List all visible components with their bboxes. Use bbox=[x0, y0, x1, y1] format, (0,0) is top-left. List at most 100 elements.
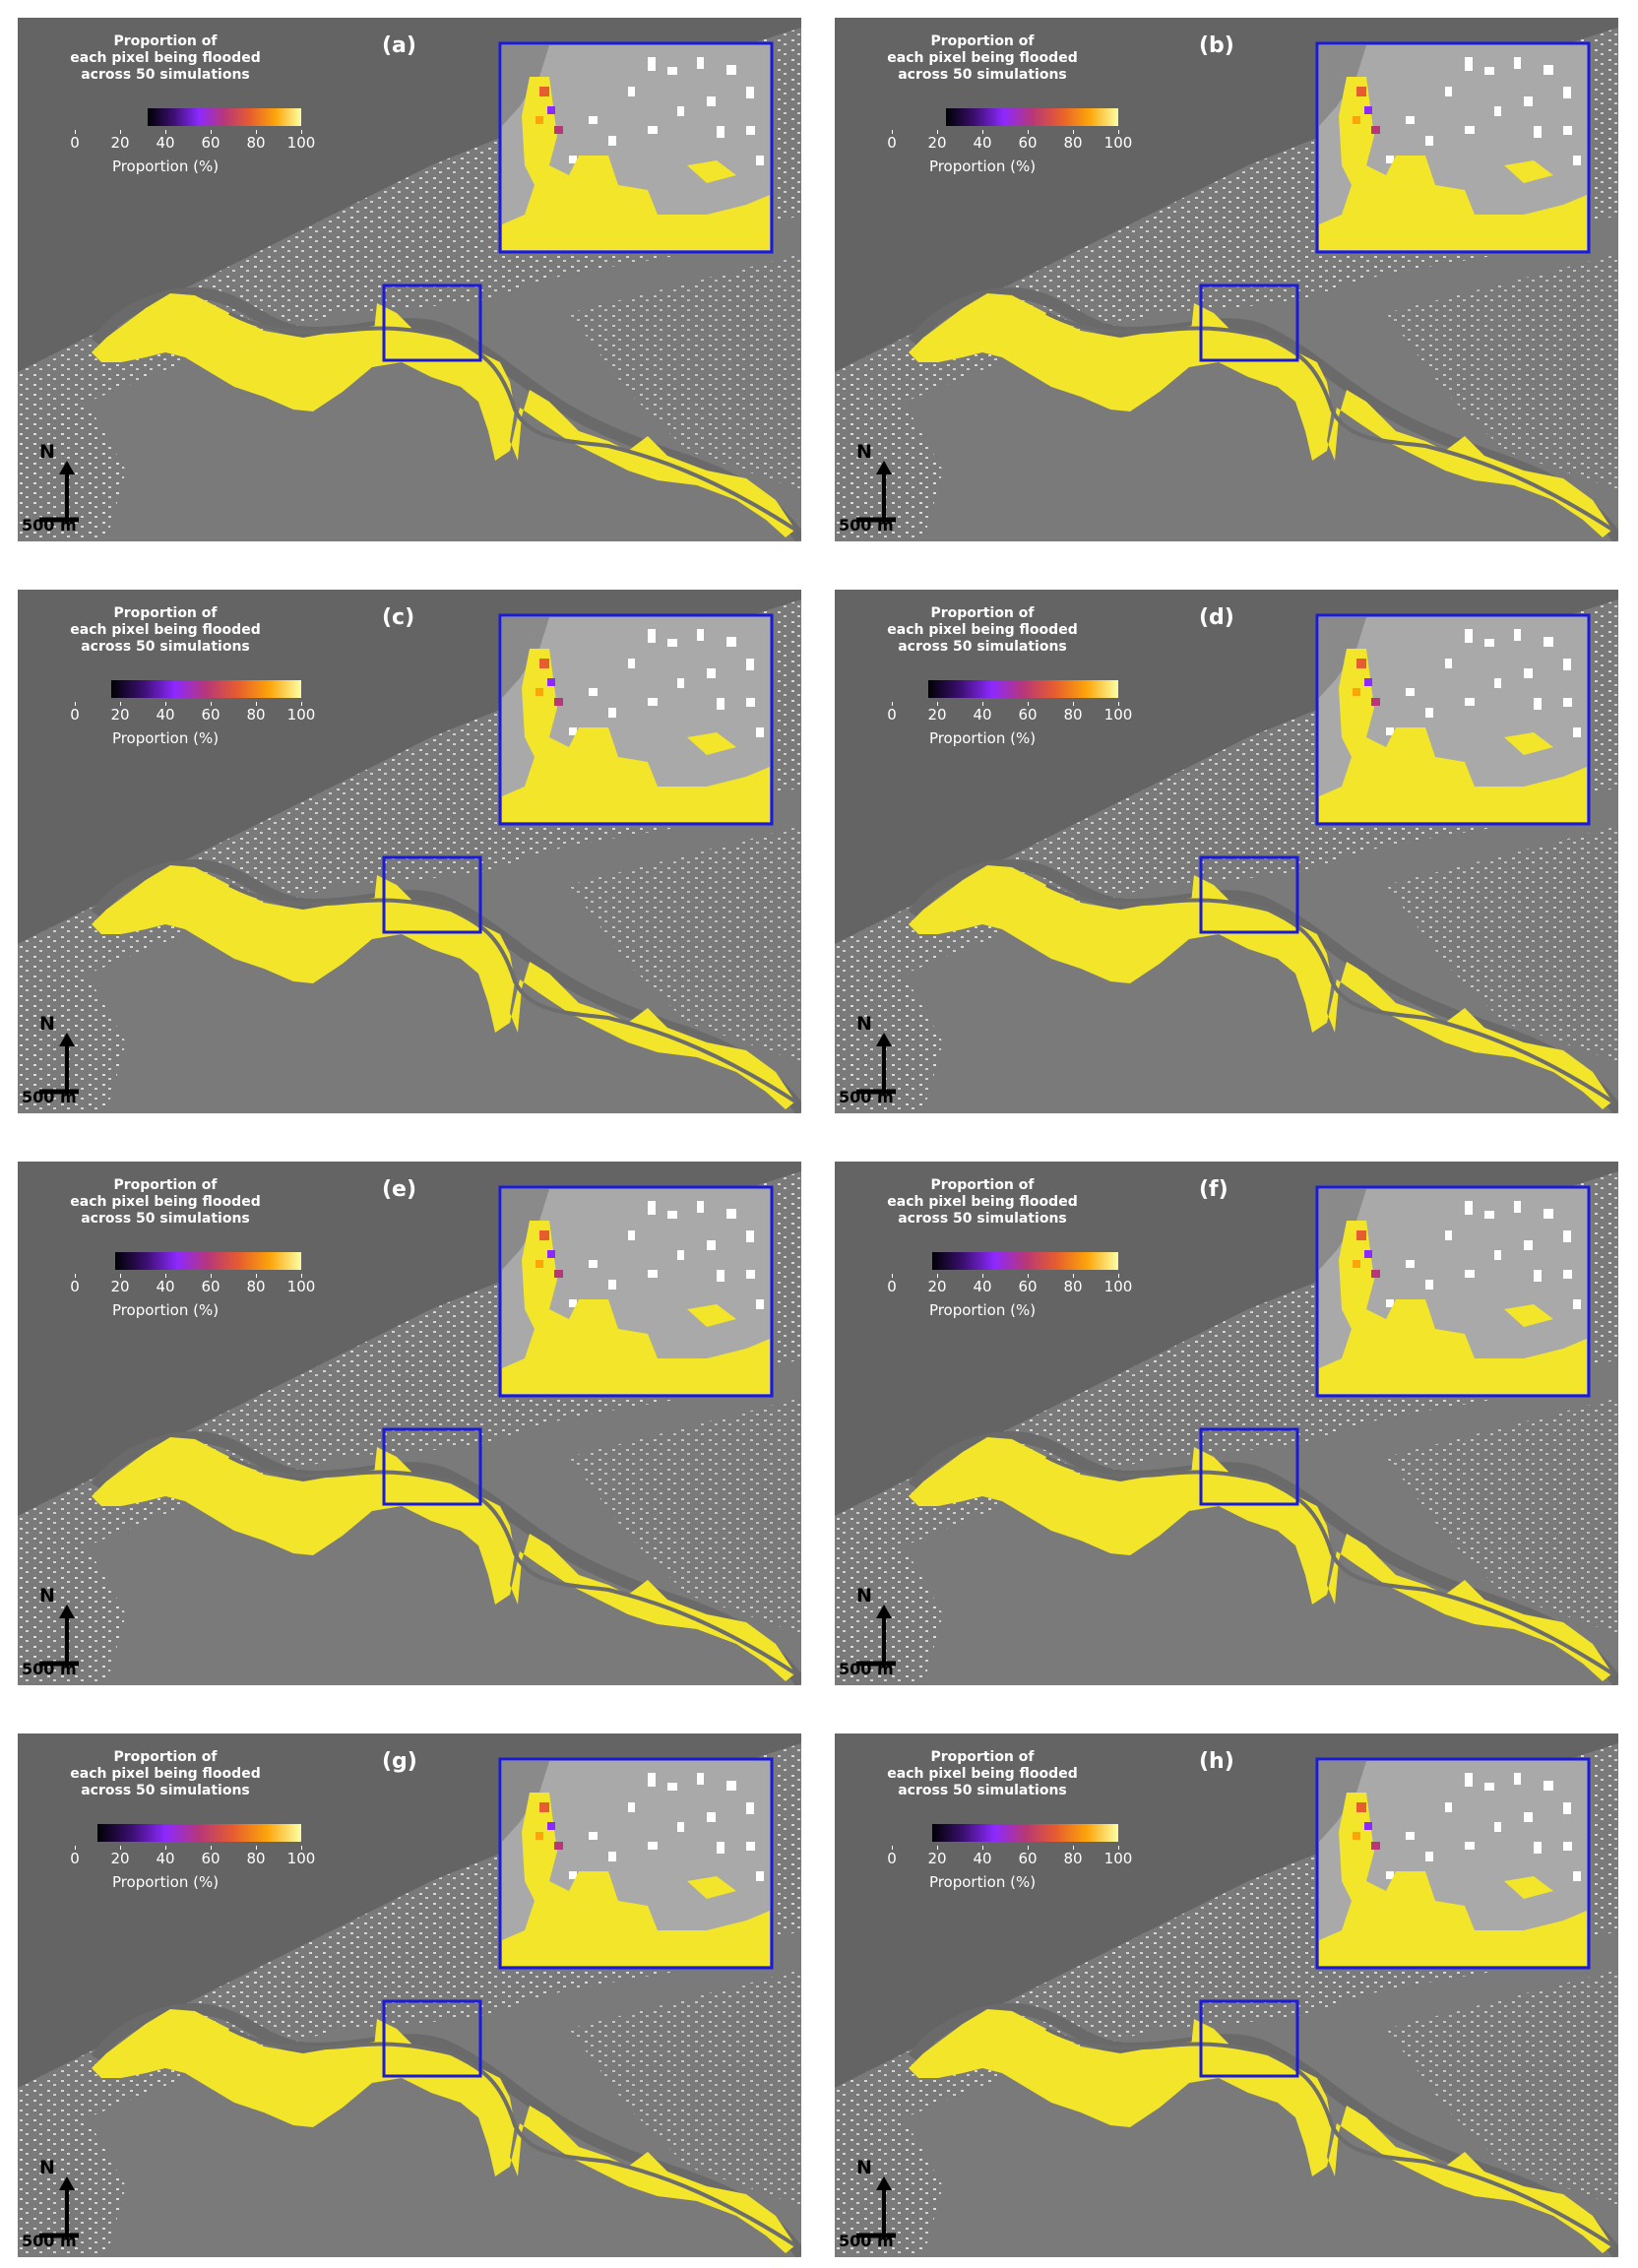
river-centerline bbox=[228, 1455, 797, 1675]
inset-hill bbox=[502, 1761, 549, 1842]
colorbar-tick-label: 60 bbox=[1018, 134, 1038, 152]
north-label: N bbox=[39, 2157, 55, 2178]
river-channel bbox=[92, 858, 801, 1113]
colorbar-label: Proportion (%) bbox=[928, 729, 1037, 747]
inset-flood bbox=[502, 77, 770, 250]
flood-extent bbox=[92, 2009, 795, 2253]
colorbar-tick-mark bbox=[165, 1846, 166, 1850]
north-arrow-icon bbox=[39, 2176, 79, 2238]
colorbar-label: Proportion (%) bbox=[111, 158, 220, 175]
colorbar-tick-label: 20 bbox=[110, 1278, 130, 1295]
colorbar-tick-label: 80 bbox=[246, 706, 266, 724]
legend-title-line-3: across 50 simulations bbox=[81, 1783, 250, 1798]
colorbar-tick-label: 100 bbox=[1103, 706, 1133, 724]
inset-flood bbox=[1319, 649, 1587, 822]
colorbar-tick-mark bbox=[256, 1846, 257, 1850]
colorbar-tick-label: 100 bbox=[286, 134, 316, 152]
river-channel bbox=[909, 858, 1618, 1113]
colorbar-tick-label: 20 bbox=[110, 706, 130, 724]
river-centerline bbox=[228, 311, 797, 532]
river-channel bbox=[92, 286, 801, 541]
inset-flood bbox=[1319, 77, 1587, 250]
sea bbox=[18, 1162, 801, 1516]
hillshade-map bbox=[835, 1733, 1618, 2257]
inset-hill bbox=[1319, 45, 1366, 126]
buildings-east bbox=[1386, 826, 1618, 1062]
colorbar-label: Proportion (%) bbox=[111, 1301, 220, 1319]
colorbar-tick-mark bbox=[75, 702, 76, 706]
colorbar-tick-mark bbox=[1073, 1274, 1074, 1278]
flood-extent bbox=[909, 1437, 1612, 1681]
legend-title-line-1: Proportion of bbox=[113, 33, 218, 49]
legend-title-line-1: Proportion of bbox=[930, 605, 1035, 621]
colorbar-tick-label: 100 bbox=[286, 706, 316, 724]
colorbar-tick-label: 100 bbox=[286, 1278, 316, 1295]
colorbar-tick-mark bbox=[892, 1274, 893, 1278]
colorbar-tick-mark bbox=[211, 702, 212, 706]
legend-title-line-2: each pixel being flooded bbox=[887, 50, 1078, 66]
colorbar-ticks: 0 20 40 60 80 100 bbox=[18, 1846, 315, 1867]
inset-flood-east bbox=[687, 1304, 736, 1327]
legend-title-line-3: across 50 simulations bbox=[81, 639, 250, 655]
inset-hill bbox=[1319, 1761, 1366, 1842]
colorbar bbox=[110, 680, 301, 698]
hillshade-map bbox=[18, 1162, 801, 1685]
inset-map bbox=[498, 1185, 774, 1398]
colorbar-tick-mark bbox=[256, 1274, 257, 1278]
panel-label: (h) bbox=[1199, 1749, 1234, 1774]
colorbar-tick-label: 80 bbox=[1063, 1850, 1083, 1867]
colorbar-label: Proportion (%) bbox=[111, 729, 220, 747]
flood-extent bbox=[909, 2009, 1612, 2253]
inset-uncertain-pixels bbox=[1353, 1802, 1380, 1850]
buildings-east bbox=[569, 826, 801, 1062]
colorbar-tick-label: 40 bbox=[973, 1850, 992, 1867]
inset-hill bbox=[502, 617, 549, 698]
panel-label: (c) bbox=[382, 605, 415, 630]
flood-extent bbox=[909, 865, 1612, 1109]
hillshade-map bbox=[835, 18, 1618, 541]
colorbar-tick-mark bbox=[165, 702, 166, 706]
colorbar-tick-mark bbox=[1118, 1274, 1119, 1278]
legend-title-line-1: Proportion of bbox=[930, 1749, 1035, 1765]
hillshade-map bbox=[18, 18, 801, 541]
colorbar-tick-mark bbox=[1118, 1846, 1119, 1850]
colorbar-ticks: 0 20 40 60 80 100 bbox=[835, 702, 1133, 724]
colorbar-tick-label: 60 bbox=[1018, 706, 1038, 724]
inset-flood-east bbox=[1504, 732, 1553, 755]
inset-buildings bbox=[1386, 57, 1581, 173]
inset-flood bbox=[502, 1221, 770, 1394]
sea bbox=[835, 590, 1618, 944]
inset-uncertain-pixels bbox=[536, 1230, 563, 1278]
map-panel-a: Proportion of each pixel being flooded a… bbox=[18, 18, 801, 541]
map-panel-e: Proportion of each pixel being flooded a… bbox=[18, 1162, 801, 1685]
scale-bar-label: 500 m bbox=[839, 2232, 894, 2250]
map-panel-b: Proportion of each pixel being flooded a… bbox=[835, 18, 1618, 541]
inset-map bbox=[1315, 41, 1591, 254]
north-label: N bbox=[856, 1585, 872, 1606]
inset-uncertain-pixels bbox=[536, 659, 563, 706]
legend-title-line-2: each pixel being flooded bbox=[887, 1194, 1078, 1210]
colorbar-tick-label: 20 bbox=[927, 1278, 947, 1295]
colorbar-ticks: 0 20 40 60 80 100 bbox=[835, 130, 1132, 152]
colorbar-tick-label: 80 bbox=[246, 134, 266, 152]
map-panel-g: Proportion of each pixel being flooded a… bbox=[18, 1733, 801, 2257]
river-centerline bbox=[1045, 1455, 1614, 1675]
colorbar-tick-mark bbox=[1028, 130, 1029, 134]
colorbar-tick-mark bbox=[892, 1846, 893, 1850]
colorbar-tick-label: 60 bbox=[201, 1278, 220, 1295]
zoom-box bbox=[1199, 1999, 1299, 2078]
colorbar-tick-mark bbox=[301, 1274, 302, 1278]
scale-bar-label: 500 m bbox=[839, 1660, 894, 1678]
colorbar-tick-mark bbox=[1073, 130, 1074, 134]
north-arrow-icon bbox=[856, 461, 896, 523]
legend-title-line-1: Proportion of bbox=[930, 33, 1035, 49]
zoom-box bbox=[1199, 284, 1299, 362]
colorbar-tick-label: 20 bbox=[927, 1850, 947, 1867]
inset-map bbox=[498, 613, 774, 826]
legend-title-line-2: each pixel being flooded bbox=[70, 1766, 261, 1782]
river-centerline bbox=[1045, 311, 1614, 532]
panel-label: (g) bbox=[382, 1749, 417, 1774]
sea bbox=[835, 18, 1618, 372]
panel-label: (b) bbox=[1199, 33, 1234, 58]
inset-hill bbox=[502, 45, 549, 126]
